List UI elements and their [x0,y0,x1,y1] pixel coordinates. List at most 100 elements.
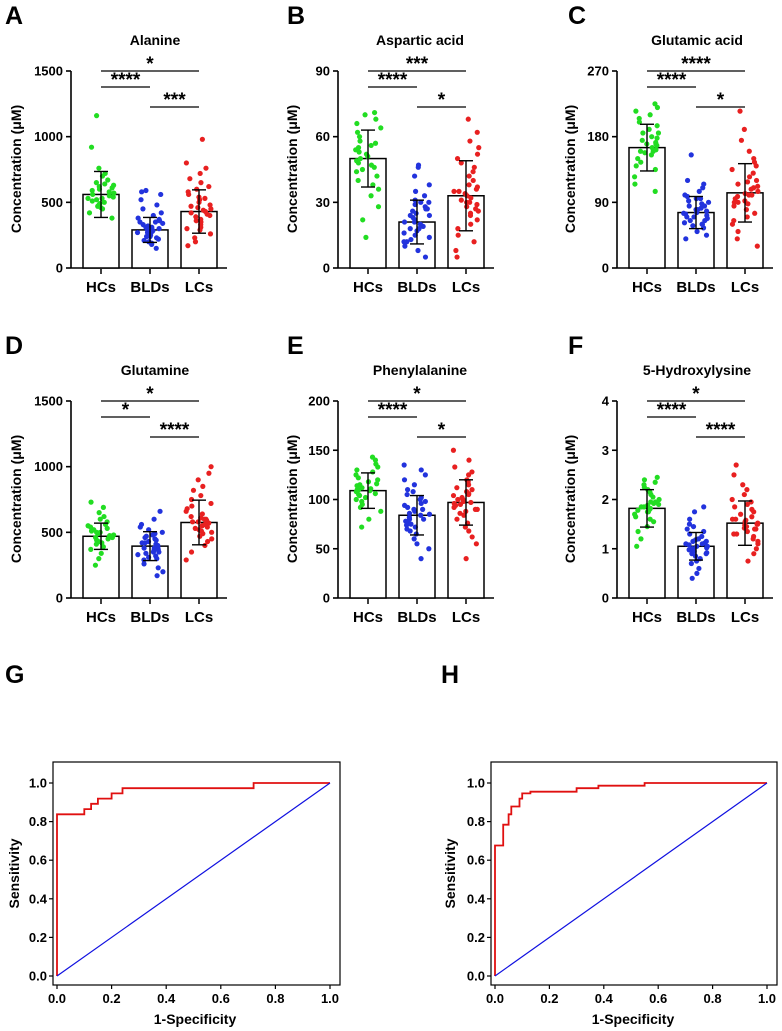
data-point-lcs [731,217,737,224]
data-point-hcs [375,186,382,192]
data-point-lcs [202,195,208,201]
data-point-hcs [366,516,372,522]
data-point-hcs [368,142,374,149]
data-point-lcs [454,516,460,522]
data-point-hcs [93,197,100,203]
y-tick-label: 0 [323,261,330,276]
data-point-blds [401,502,408,509]
data-point-blds [421,516,427,522]
data-point-lcs [450,492,457,499]
data-point-hcs [652,479,658,485]
data-point-lcs [474,201,480,208]
x-tick-label: LCs [452,279,480,296]
data-point-hcs [109,215,115,221]
data-point-lcs [189,503,195,509]
panel-letter: H [441,661,459,689]
y-tick-label: 180 [587,129,609,144]
data-point-lcs [731,199,737,205]
data-point-blds [423,206,429,212]
data-point-hcs [356,134,363,140]
data-point-lcs [190,487,197,493]
data-point-lcs [192,239,199,245]
data-point-blds [151,516,157,522]
x-axis-label: 1-Specificity [592,1011,675,1027]
data-point-hcs [649,134,655,140]
data-point-hcs [635,528,641,535]
data-point-hcs [86,210,93,216]
data-point-lcs [733,462,739,468]
data-point-lcs [751,155,757,162]
data-point-hcs [98,550,104,556]
data-point-hcs [104,525,110,531]
data-point-hcs [97,516,103,522]
data-point-hcs [93,180,99,186]
data-point-hcs [656,496,662,503]
data-point-blds [421,193,428,199]
roc-curve [494,782,767,976]
data-point-lcs [201,516,207,522]
data-point-lcs [738,137,745,143]
data-point-hcs [649,145,655,151]
data-point-lcs [753,546,759,552]
data-point-hcs [90,191,96,198]
significance-stars: **** [706,420,736,441]
data-point-hcs [92,562,99,568]
y-tick-label: 100 [308,492,330,507]
data-point-lcs [755,183,761,189]
y-tick-label: 60 [316,129,330,144]
data-point-blds [401,219,408,225]
y-tick-label: 30 [316,195,330,210]
data-point-hcs [354,467,360,473]
data-point-blds [417,221,424,227]
data-point-hcs [652,166,658,173]
data-point-hcs [647,112,653,118]
data-point-lcs [466,173,472,179]
data-point-blds [138,521,145,528]
data-point-lcs [198,180,204,186]
data-point-hcs [96,510,102,516]
data-point-blds [153,245,159,251]
data-point-blds [408,521,414,527]
data-point-lcs [454,485,460,491]
data-point-blds [411,482,418,488]
data-point-lcs [733,516,739,522]
data-point-hcs [368,193,374,199]
data-point-blds [682,192,688,198]
data-point-lcs [474,217,480,223]
data-point-lcs [473,541,479,547]
x-tick-label: BLDs [397,609,436,626]
data-point-blds [155,542,161,549]
data-point-blds [418,512,424,518]
data-point-lcs [471,164,477,170]
plot-frame [52,761,341,986]
data-point-hcs [639,137,645,143]
data-point-blds [412,188,419,194]
data-point-blds [135,215,141,221]
x-tick-label: BLDs [130,609,169,626]
data-point-blds [704,212,710,219]
data-point-hcs [89,198,95,204]
panel-letter: D [5,332,23,360]
data-point-hcs [99,195,105,201]
data-point-blds [153,553,159,559]
data-point-lcs [206,470,212,476]
data-point-lcs [741,491,747,498]
data-point-hcs [653,147,659,153]
data-point-hcs [641,504,647,510]
data-point-lcs [184,226,190,232]
data-point-lcs [198,492,204,499]
y-tick-label: 50 [316,541,330,556]
data-point-lcs [470,177,476,184]
data-point-hcs [648,499,654,505]
data-point-blds [418,500,424,507]
data-point-lcs [451,500,457,507]
data-point-lcs [452,464,458,470]
data-point-blds [159,529,165,535]
data-point-blds [688,152,694,158]
x-tick-label: LCs [185,609,213,626]
x-tick-label: HCs [632,609,662,626]
data-point-blds [426,212,432,219]
data-point-blds [156,216,162,223]
significance-stars: * [413,384,421,405]
data-point-lcs [455,496,461,503]
